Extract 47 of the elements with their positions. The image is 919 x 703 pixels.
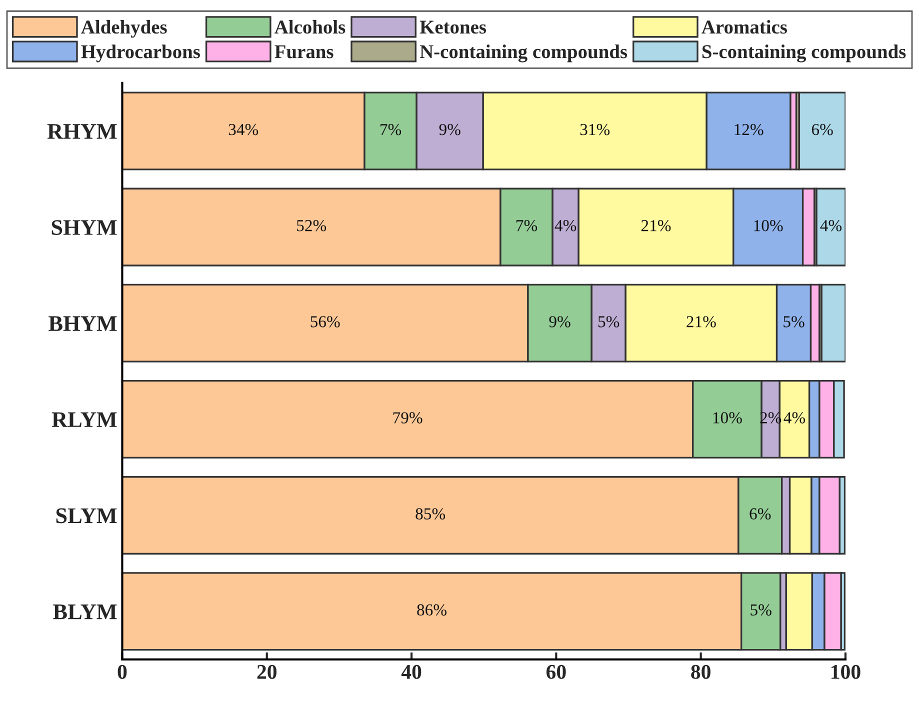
x-tick-label: 0 <box>118 664 127 679</box>
y-tick-label: BLYM <box>53 604 117 620</box>
legend-label: Aromatics <box>702 20 787 34</box>
legend-label: Hydrocarbons <box>81 44 200 62</box>
bar <box>798 92 846 170</box>
data-label: 34% <box>228 124 258 136</box>
data-label: 5% <box>598 316 620 328</box>
y-tick-label: SHYM <box>52 220 117 235</box>
legend-label: Ketones <box>420 20 486 34</box>
x-tick-label: 100 <box>832 664 860 679</box>
legend-label: Alcohols <box>274 20 346 34</box>
data-label: 56% <box>310 316 340 328</box>
data-label: 7% <box>516 220 538 232</box>
y-tick-label: RHYM <box>47 124 117 139</box>
bar <box>820 284 846 362</box>
data-label: 9% <box>549 316 570 328</box>
data-label: 85% <box>416 508 446 520</box>
legend-label: N-containing compounds <box>420 44 628 62</box>
data-label: 4% <box>784 412 806 424</box>
data-label: 79% <box>393 412 422 424</box>
legend-label: Furans <box>274 45 334 58</box>
data-label: 10% <box>713 412 742 424</box>
data-label: 12% <box>734 124 764 136</box>
data-label: 6% <box>750 508 771 520</box>
data-label: 5% <box>750 604 772 616</box>
data-label: 9% <box>439 124 460 136</box>
y-tick-label: RLYM <box>52 412 117 427</box>
legend-label: S-containing compounds <box>702 44 906 62</box>
x-tick-label: 40 <box>401 664 422 679</box>
data-label: 21% <box>686 316 716 328</box>
legend-label: Aldehydes <box>81 20 167 38</box>
data-label: 5% <box>784 316 804 328</box>
x-tick-label: 60 <box>546 664 566 679</box>
x-tick-label: 80 <box>691 664 710 679</box>
data-label: 52% <box>297 220 326 232</box>
data-label: 31% <box>580 124 610 136</box>
data-label: 10% <box>754 220 783 232</box>
x-tick-label: 20 <box>257 664 276 679</box>
data-label: 7% <box>380 124 402 136</box>
data-label: 86% <box>417 604 446 616</box>
data-label: 4% <box>820 220 842 232</box>
data-label: 21% <box>641 220 671 232</box>
data-label: 6% <box>812 124 833 136</box>
y-tick-label: BHYM <box>48 316 117 331</box>
y-tick-label: SLYM <box>56 508 117 524</box>
bar <box>816 188 846 266</box>
data-label: 4% <box>554 220 576 232</box>
